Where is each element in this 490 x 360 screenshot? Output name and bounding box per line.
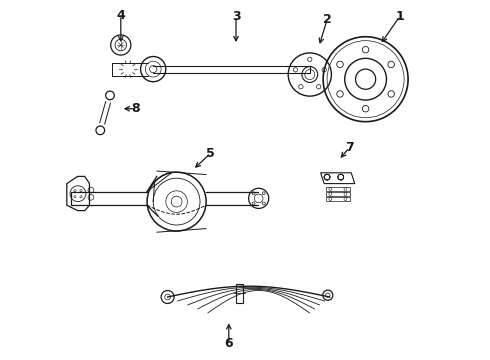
Bar	[326, 192, 350, 196]
Text: 5: 5	[206, 147, 215, 159]
Bar	[326, 187, 350, 191]
Bar	[236, 284, 243, 303]
Text: 6: 6	[224, 337, 233, 350]
Text: 1: 1	[395, 10, 404, 23]
Circle shape	[356, 69, 376, 89]
Circle shape	[106, 91, 114, 100]
Text: 7: 7	[345, 141, 354, 154]
Text: 3: 3	[232, 10, 240, 23]
Text: 4: 4	[117, 9, 125, 22]
Circle shape	[96, 126, 104, 135]
Text: 2: 2	[323, 13, 331, 26]
Bar	[326, 197, 350, 201]
Text: 8: 8	[131, 102, 140, 115]
